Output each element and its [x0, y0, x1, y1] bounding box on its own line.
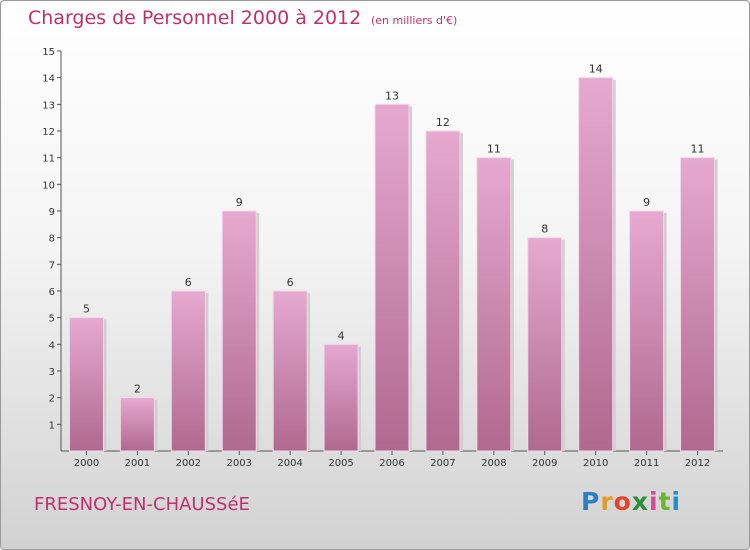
y-tick-label: 14	[42, 74, 55, 85]
y-tick-label: 7	[49, 260, 55, 271]
bar	[68, 317, 104, 452]
y-tick-label: 4	[49, 340, 55, 351]
logo-letter: x	[631, 487, 649, 516]
bar	[221, 210, 257, 452]
x-tick-label: 2000	[74, 458, 99, 469]
bar	[476, 157, 512, 452]
data-label: 9	[643, 196, 650, 209]
data-label: 11	[487, 143, 501, 156]
bar	[578, 77, 614, 452]
data-label: 6	[185, 276, 192, 289]
bar	[119, 397, 155, 452]
y-tick-label: 15	[42, 47, 55, 58]
bar	[527, 237, 563, 452]
data-label: 14	[589, 63, 603, 76]
y-tick-label: 13	[42, 100, 55, 111]
data-label: 6	[287, 276, 294, 289]
bar	[425, 130, 461, 452]
data-label: 8	[541, 223, 548, 236]
y-tick-label: 11	[42, 154, 55, 165]
x-tick-label: 2008	[481, 458, 506, 469]
x-tick-label: 2004	[277, 458, 302, 469]
bar	[323, 343, 359, 452]
x-tick-label: 2001	[125, 458, 150, 469]
chart-title: Charges de Personnel 2000 à 2012	[28, 7, 362, 29]
logo-letter: t	[658, 487, 672, 516]
y-tick-label: 5	[49, 314, 55, 325]
bar	[680, 157, 716, 452]
y-tick-label: 2	[49, 394, 55, 405]
bar	[629, 210, 665, 452]
x-tick-label: 2005	[328, 458, 353, 469]
data-label: 11	[691, 143, 705, 156]
logo-letter: P	[581, 487, 601, 516]
data-label: 9	[236, 196, 243, 209]
logo-letter: o	[613, 487, 632, 516]
y-tick-label: 10	[42, 180, 55, 191]
x-tick-label: 2012	[685, 458, 710, 469]
data-label: 4	[338, 329, 345, 342]
x-tick-label: 2003	[227, 458, 252, 469]
logo-letter: i	[671, 487, 682, 516]
y-tick-label: 9	[49, 207, 55, 218]
chart-subtitle: (en milliers d'€)	[371, 14, 458, 27]
city-name: FRESNOY-EN-CHAUSSéE	[34, 494, 250, 515]
x-tick-label: 2006	[379, 458, 404, 469]
logo-letter: r	[600, 487, 614, 516]
bar	[374, 103, 410, 452]
y-tick-label: 12	[42, 127, 55, 138]
data-label: 2	[134, 383, 141, 396]
data-label: 5	[83, 303, 90, 316]
y-tick-label: 3	[49, 367, 55, 378]
y-tick-label: 8	[49, 234, 55, 245]
bar	[272, 290, 308, 452]
x-tick-label: 2009	[532, 458, 557, 469]
y-tick-label: 6	[49, 287, 55, 298]
proxiti-logo: Proxiti	[581, 487, 681, 516]
x-tick-label: 2011	[634, 458, 659, 469]
x-tick-label: 2010	[583, 458, 608, 469]
x-tick-label: 2002	[176, 458, 201, 469]
y-tick-label: 1	[49, 420, 55, 431]
data-label: 13	[385, 89, 399, 102]
bar	[170, 290, 206, 452]
logo-letter: i	[649, 487, 659, 516]
x-tick-label: 2007	[430, 458, 455, 469]
data-label: 12	[436, 116, 450, 129]
